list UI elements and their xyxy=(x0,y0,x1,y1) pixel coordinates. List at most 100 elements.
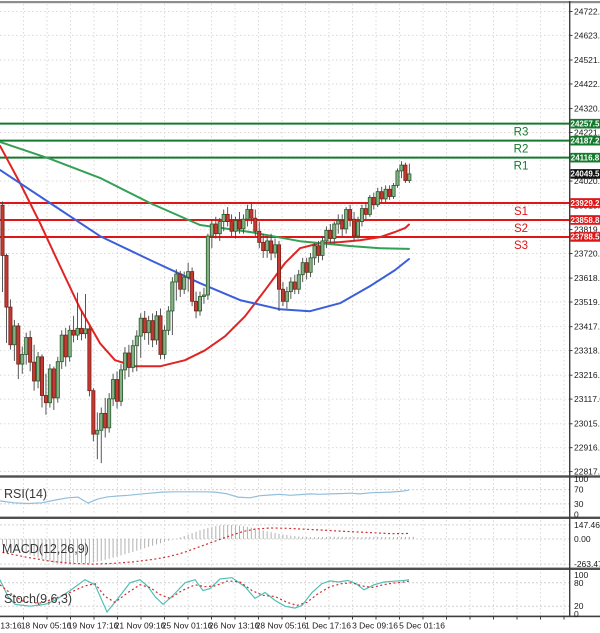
candle xyxy=(142,317,147,334)
candle xyxy=(213,223,218,235)
candle xyxy=(269,240,274,254)
candle xyxy=(99,412,104,431)
level-s3-badge xyxy=(570,232,600,242)
rsi-panel[interactable] xyxy=(0,489,569,505)
candle xyxy=(229,221,234,232)
time-tick-label: 25 Nov 01:16 xyxy=(162,621,213,631)
candle xyxy=(107,398,112,429)
panel-separator[interactable] xyxy=(0,567,600,570)
candle xyxy=(407,173,412,181)
level-s1-badge-label: 23929.2 xyxy=(571,199,600,208)
candle xyxy=(126,352,131,368)
level-label-s1: S1 xyxy=(514,206,528,218)
price-tick-label: 24221.0 xyxy=(574,127,600,137)
time-tick-label: 3 Dec 09:16 xyxy=(352,621,398,631)
candle xyxy=(95,429,100,435)
candle xyxy=(178,273,183,290)
candle xyxy=(51,368,56,399)
candle xyxy=(16,325,21,365)
candle xyxy=(182,276,187,290)
level-r3-badge xyxy=(570,118,600,129)
candle xyxy=(174,273,179,283)
candle xyxy=(257,230,262,243)
candle xyxy=(146,320,151,334)
candle xyxy=(59,334,64,363)
price-tick-label: 23819.0 xyxy=(574,225,600,235)
ma-fast-line xyxy=(0,144,410,368)
stoch-panel[interactable] xyxy=(0,577,569,614)
candle xyxy=(399,164,404,172)
ma-slow-line xyxy=(0,140,410,250)
rsi-tick-label: 70 xyxy=(574,485,584,495)
ma-mid-line xyxy=(0,168,410,313)
candle xyxy=(288,281,293,293)
candle xyxy=(312,245,317,259)
price-panel[interactable]: R3 R2 R1 S1 S2 S3 xyxy=(0,122,569,464)
macd-tick-label: -263.47 xyxy=(574,559,600,569)
level-label-s2: S2 xyxy=(514,223,528,235)
candle xyxy=(379,191,384,200)
candle xyxy=(55,361,60,399)
macd-panel[interactable] xyxy=(0,524,569,565)
candle xyxy=(352,218,357,237)
panel-separator[interactable] xyxy=(0,516,600,519)
panel-separator[interactable] xyxy=(0,475,600,478)
candle xyxy=(332,223,337,239)
stoch-tick-label: 80 xyxy=(574,578,584,588)
candle xyxy=(359,208,364,223)
candle xyxy=(304,262,309,273)
candle xyxy=(355,221,360,237)
candle xyxy=(130,345,135,368)
price-tick-label: 23015.0 xyxy=(574,419,600,429)
macd-signal-line xyxy=(2,527,410,565)
price-tick-label: 24521.0 xyxy=(574,55,600,65)
candle xyxy=(265,240,270,251)
candle xyxy=(103,412,108,429)
candle xyxy=(245,209,250,220)
current-price-badge xyxy=(570,169,600,179)
candle xyxy=(300,262,305,276)
level-label-r1: R1 xyxy=(514,161,529,173)
candle xyxy=(403,164,408,181)
candle xyxy=(83,328,88,335)
time-axis-line xyxy=(0,615,600,618)
price-tick-label: 23117.0 xyxy=(574,394,600,404)
level-label-s3: S3 xyxy=(514,240,528,252)
candle xyxy=(197,296,202,312)
candle xyxy=(308,257,313,273)
candle xyxy=(383,188,388,200)
candle xyxy=(24,337,29,355)
candle xyxy=(233,220,238,232)
stoch-panel-label: Stoch(9,6,3) xyxy=(4,592,72,606)
candle xyxy=(20,354,25,365)
level-r1-badge-label: 24116.8 xyxy=(571,153,600,162)
candle xyxy=(348,209,353,220)
level-s1-badge xyxy=(570,198,600,208)
candle xyxy=(261,241,266,251)
price-tick-label: 24722.0 xyxy=(574,7,600,17)
time-tick-label: 28 Nov 05:16 xyxy=(256,621,307,631)
stoch-k-line xyxy=(0,577,410,614)
time-tick-label: 21 Nov 09:16 xyxy=(115,621,166,631)
candle xyxy=(391,184,396,197)
candle xyxy=(122,352,127,371)
candle xyxy=(296,274,301,290)
candle xyxy=(111,379,116,400)
candle xyxy=(336,220,341,225)
level-r2-badge-label: 24187.2 xyxy=(571,136,600,145)
price-tick-label: 23216.0 xyxy=(574,370,600,380)
candle xyxy=(166,310,171,331)
candle xyxy=(154,315,159,341)
candle xyxy=(36,356,41,382)
level-s2-badge xyxy=(570,215,600,225)
axis-layer: 24722.0 24623.0 24521.0 24422.0 24320.0 24221… xyxy=(0,7,600,631)
candle xyxy=(190,271,195,302)
stoch-d-line xyxy=(0,580,410,607)
rsi-tick-label: 30 xyxy=(574,499,584,509)
price-tick-label: 24623.0 xyxy=(574,30,600,40)
price-tick-label: 24422.0 xyxy=(574,79,600,89)
candle xyxy=(328,229,333,239)
candle xyxy=(115,379,120,402)
candle xyxy=(12,325,17,346)
